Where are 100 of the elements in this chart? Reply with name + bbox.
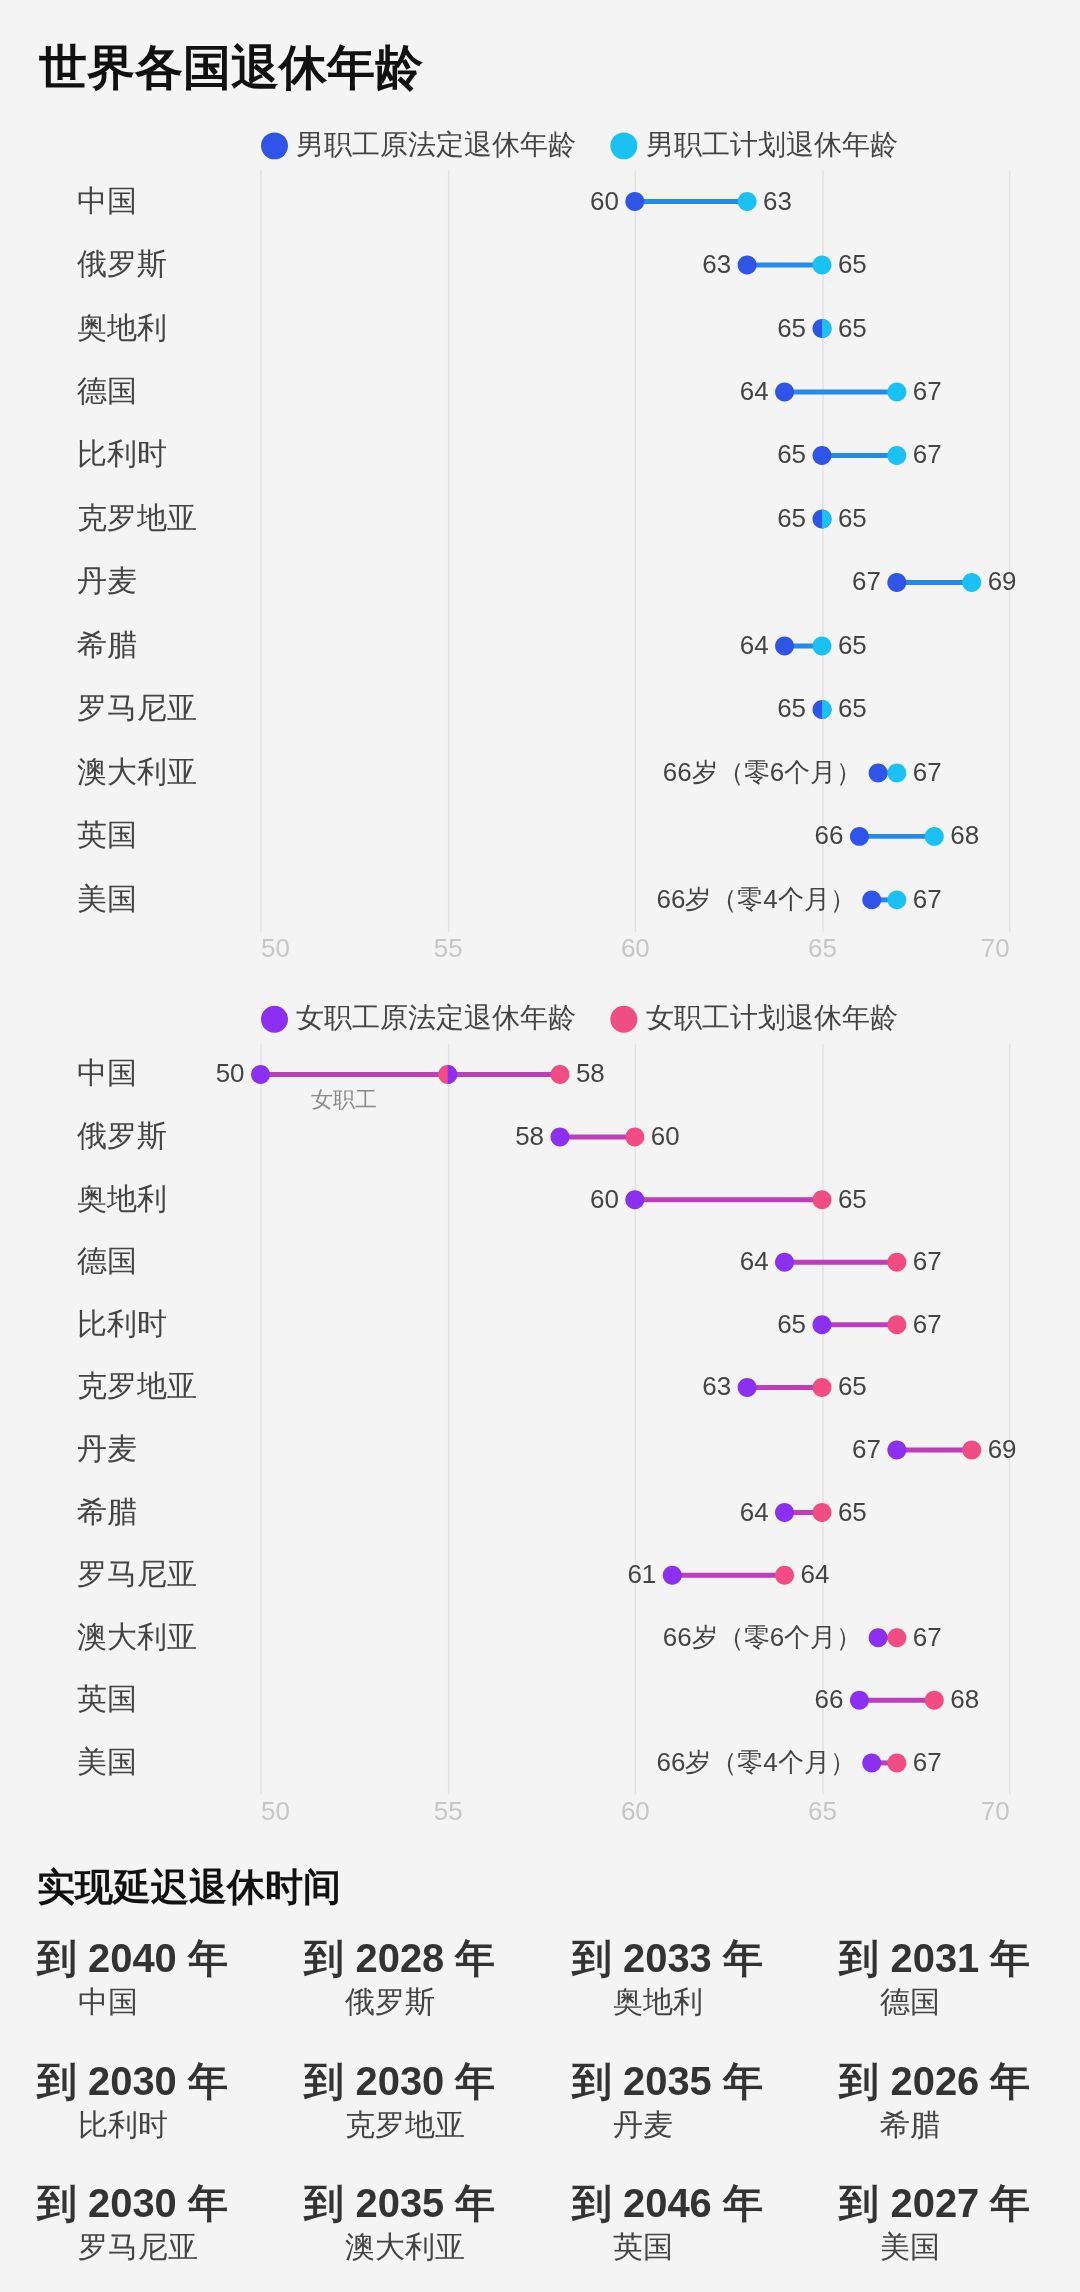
point [887, 1440, 907, 1460]
chart-title: 世界各国退休年龄 [37, 40, 423, 94]
data-label: 65 [777, 313, 807, 342]
y-tick-label: 德国 [77, 373, 138, 407]
point [887, 1252, 907, 1272]
text: 到 2046 年 [570, 2181, 763, 2226]
point [775, 1503, 795, 1523]
text: 俄罗斯 [345, 1985, 436, 2019]
y-tick-label: 克罗地亚 [77, 1369, 198, 1403]
text: 实现延迟退休时间 [36, 1865, 341, 1908]
point [812, 636, 832, 656]
data-label: 65 [837, 313, 867, 342]
point [662, 1565, 682, 1585]
text: 到 2033 年 [570, 1936, 763, 1981]
point [849, 826, 869, 846]
text: 克罗地亚 [345, 2107, 466, 2141]
point [812, 1315, 832, 1335]
data-label: 65 [837, 1497, 867, 1526]
data-label: 64 [739, 1247, 769, 1276]
y-tick-label: 德国 [77, 1244, 138, 1278]
point [924, 826, 944, 846]
data-label: 65 [777, 694, 807, 723]
legend-label: 女职工计划退休年龄 [645, 1002, 898, 1034]
y-tick-label: 奥地利 [77, 310, 168, 344]
text: 到 2030 年 [35, 2058, 228, 2103]
point [962, 572, 982, 592]
text: 到 2031 年 [838, 1936, 1031, 1981]
text: 到 2035 年 [303, 2181, 496, 2226]
point [962, 1440, 982, 1460]
data-label: 65 [777, 440, 807, 469]
legend-label: 男职工计划退休年龄 [645, 128, 898, 160]
y-tick-label: 丹麦 [77, 564, 138, 598]
point [550, 1065, 570, 1084]
data-label: 65 [777, 1309, 807, 1338]
point [887, 763, 907, 783]
data-label: 63 [763, 186, 792, 215]
point [550, 1127, 570, 1147]
point [849, 1690, 869, 1710]
data-label: 67 [912, 884, 942, 913]
y-tick-label: 中国 [77, 183, 138, 217]
data-label: 61 [627, 1560, 657, 1589]
text: 丹麦 [612, 2107, 673, 2141]
data-label: 65 [777, 503, 807, 532]
point [924, 1690, 944, 1710]
point [887, 1753, 907, 1773]
point [887, 446, 907, 465]
data-label: 66岁（零6个月） [662, 1622, 863, 1651]
point [737, 1377, 757, 1397]
point [862, 1753, 882, 1773]
text: 澳大利亚 [345, 2229, 466, 2263]
text: 到 2030 年 [35, 2181, 228, 2226]
data-label: 50 [215, 1059, 245, 1088]
y-tick-label: 澳大利亚 [77, 1619, 198, 1653]
point [887, 890, 907, 910]
data-label: 65 [837, 250, 867, 279]
point [737, 255, 757, 275]
data-label: 66 [814, 1685, 844, 1714]
data-label: 64 [739, 630, 769, 659]
data-label: 65 [837, 1184, 867, 1213]
point [812, 1503, 832, 1523]
point [812, 446, 832, 465]
data-label: 65 [837, 1372, 867, 1401]
text: 到 2027 年 [838, 2181, 1031, 2226]
data-label: 64 [739, 376, 769, 405]
point [775, 1565, 795, 1585]
data-label: 65 [837, 630, 867, 659]
y-tick-label: 比利时 [77, 1306, 168, 1340]
text: 英国 [612, 2229, 673, 2263]
point [625, 1127, 645, 1147]
data-label: 67 [912, 1309, 942, 1338]
y-tick-label: 澳大利亚 [77, 754, 198, 788]
y-tick-label: 俄罗斯 [77, 1119, 168, 1153]
y-tick-label: 罗马尼亚 [77, 691, 198, 725]
data-label: 67 [852, 567, 881, 596]
text: 到 2035 年 [570, 2058, 763, 2103]
data-label: 66 [814, 821, 844, 850]
text: 到 2030 年 [303, 2058, 496, 2103]
data-label: 65 [837, 503, 867, 532]
legend-label: 男职工原法定退休年龄 [296, 128, 577, 160]
text: 奥地利 [612, 1985, 703, 2019]
point [251, 1065, 270, 1084]
point [868, 763, 888, 783]
data-label: 58 [515, 1122, 544, 1151]
y-tick-label: 希腊 [77, 627, 138, 661]
y-tick-label: 美国 [77, 1744, 138, 1778]
data-label: 67 [912, 376, 942, 405]
point [775, 1252, 795, 1272]
data-label: 69 [987, 1434, 1017, 1463]
text: 美国 [880, 2229, 941, 2263]
data-label: 69 [987, 567, 1017, 596]
point [812, 255, 832, 275]
y-tick-label: 奥地利 [77, 1181, 168, 1215]
y-tick-label: 英国 [77, 818, 138, 852]
data-label: 60 [589, 186, 619, 215]
data-label: 66岁（零6个月） [662, 757, 863, 786]
data-label: 67 [912, 757, 942, 786]
text: 到 2026 年 [838, 2058, 1031, 2103]
legend-label: 女职工原法定退休年龄 [296, 1002, 577, 1034]
data-label: 67 [912, 440, 942, 469]
y-tick-label: 丹麦 [77, 1431, 138, 1465]
